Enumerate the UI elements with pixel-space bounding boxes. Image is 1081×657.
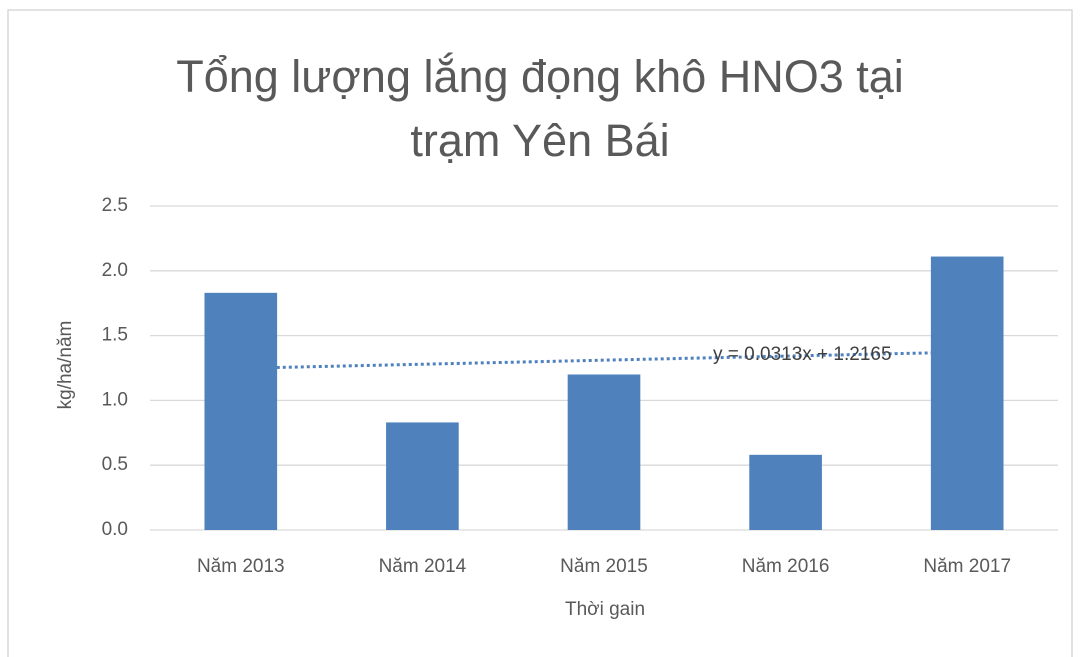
chart-border	[7, 9, 1073, 657]
bar	[567, 374, 641, 530]
x-tick-label: Năm 2016	[742, 556, 830, 577]
x-axis-label: Thời gain	[565, 599, 645, 620]
y-tick-label: 0.0	[102, 519, 128, 540]
bar	[930, 256, 1004, 530]
x-tick-label: Năm 2014	[379, 556, 467, 577]
trendline	[240, 350, 968, 370]
y-tick-label: 1.0	[102, 389, 128, 410]
trendline-equation: y = 0.0313x + 1.2165	[713, 344, 892, 365]
bar	[386, 422, 459, 530]
x-tick-label: Năm 2013	[197, 556, 285, 577]
y-axis-label: kg/ha/năm	[55, 321, 76, 410]
bar	[749, 454, 822, 530]
y-tick-label: 2.0	[102, 260, 128, 281]
bar	[204, 292, 278, 530]
y-tick-label: 0.5	[102, 454, 128, 475]
x-tick-label: Năm 2015	[560, 556, 648, 577]
y-tick-label: 2.5	[102, 195, 128, 216]
chart-title: Tổng lượng lắng đọng khô HNO3 tại trạm Y…	[176, 51, 904, 166]
x-tick-label: Năm 2017	[923, 556, 1011, 577]
y-tick-label: 1.5	[102, 325, 128, 346]
